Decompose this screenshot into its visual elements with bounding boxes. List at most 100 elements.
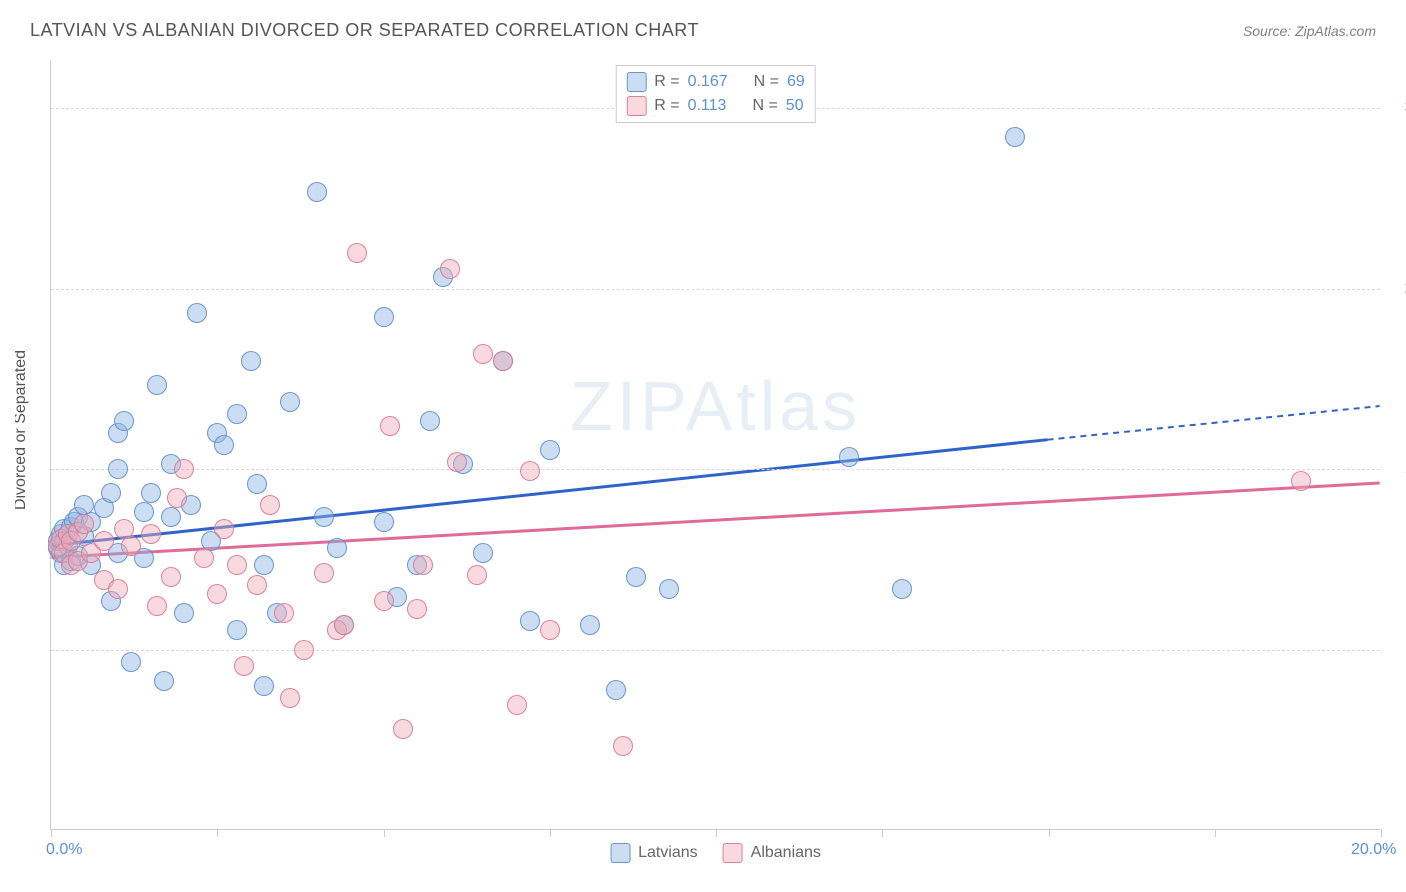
data-point: [626, 567, 646, 587]
data-point: [247, 474, 267, 494]
data-point: [580, 615, 600, 635]
svg-text:Divorced or Separated: Divorced or Separated: [15, 350, 29, 510]
data-point: [280, 688, 300, 708]
data-point: [187, 303, 207, 323]
data-point: [1291, 471, 1311, 491]
scatter-plot: ZIPAtlas R = 0.167 N = 69 R = 0.113 N = …: [50, 60, 1380, 830]
data-point: [147, 375, 167, 395]
data-point: [334, 615, 354, 635]
data-point: [294, 640, 314, 660]
data-point: [94, 531, 114, 551]
data-point: [540, 620, 560, 640]
x-tick-mark: [51, 829, 52, 837]
data-point: [407, 599, 427, 619]
data-point: [374, 512, 394, 532]
gridline: [51, 469, 1380, 470]
data-point: [108, 579, 128, 599]
x-tick-mark: [384, 829, 385, 837]
chart-title: LATVIAN VS ALBANIAN DIVORCED OR SEPARATE…: [30, 20, 699, 41]
data-point: [214, 435, 234, 455]
trend-lines: [51, 60, 1380, 829]
data-point: [134, 502, 154, 522]
data-point: [260, 495, 280, 515]
data-point: [659, 579, 679, 599]
r-label: R =: [654, 73, 679, 91]
data-point: [380, 416, 400, 436]
data-point: [174, 603, 194, 623]
y-axis-label: Divorced or Separated: [15, 300, 35, 560]
x-tick-mark: [716, 829, 717, 837]
r-label: R =: [654, 97, 679, 115]
data-point: [167, 488, 187, 508]
x-tick-mark: [1381, 829, 1382, 837]
data-point: [114, 411, 134, 431]
data-point: [420, 411, 440, 431]
data-point: [274, 603, 294, 623]
data-point: [141, 483, 161, 503]
data-point: [147, 596, 167, 616]
latvians-swatch-icon: [610, 843, 630, 863]
data-point: [141, 524, 161, 544]
legend-item-latvians: Latvians: [610, 843, 698, 863]
data-point: [520, 611, 540, 631]
legend-label: Albanians: [751, 844, 821, 862]
data-point: [493, 351, 513, 371]
data-point: [74, 514, 94, 534]
data-point: [413, 555, 433, 575]
data-point: [234, 656, 254, 676]
legend-row-latvians: R = 0.167 N = 69: [626, 70, 805, 94]
data-point: [307, 182, 327, 202]
data-point: [327, 538, 347, 558]
data-point: [121, 536, 141, 556]
x-tick-label: 0.0%: [46, 841, 82, 859]
data-point: [214, 519, 234, 539]
x-tick-mark: [1215, 829, 1216, 837]
data-point: [473, 543, 493, 563]
legend-label: Latvians: [638, 844, 698, 862]
gridline: [51, 650, 1380, 651]
data-point: [892, 579, 912, 599]
data-point: [161, 507, 181, 527]
data-point: [613, 736, 633, 756]
data-point: [194, 548, 214, 568]
data-point: [101, 483, 121, 503]
data-point: [314, 563, 334, 583]
data-point: [314, 507, 334, 527]
data-point: [254, 676, 274, 696]
n-value-albanians: 50: [786, 97, 804, 115]
r-value-latvians: 0.167: [688, 73, 728, 91]
data-point: [207, 584, 227, 604]
data-point: [121, 652, 141, 672]
data-point: [447, 452, 467, 472]
x-tick-label: 20.0%: [1351, 841, 1396, 859]
x-tick-mark: [882, 829, 883, 837]
correlation-legend: R = 0.167 N = 69 R = 0.113 N = 50: [615, 65, 816, 123]
data-point: [520, 461, 540, 481]
albanians-swatch-icon: [626, 96, 646, 116]
albanians-swatch-icon: [723, 843, 743, 863]
n-value-latvians: 69: [787, 73, 805, 91]
watermark: ZIPAtlas: [570, 366, 861, 446]
x-tick-mark: [217, 829, 218, 837]
n-label: N =: [754, 73, 779, 91]
latvians-swatch-icon: [626, 72, 646, 92]
data-point: [467, 565, 487, 585]
source-label: Source: ZipAtlas.com: [1243, 23, 1376, 39]
data-point: [374, 307, 394, 327]
gridline: [51, 289, 1380, 290]
data-point: [839, 447, 859, 467]
data-point: [227, 620, 247, 640]
data-point: [347, 243, 367, 263]
data-point: [247, 575, 267, 595]
data-point: [1005, 127, 1025, 147]
data-point: [241, 351, 261, 371]
data-point: [154, 671, 174, 691]
data-point: [254, 555, 274, 575]
legend-item-albanians: Albanians: [723, 843, 821, 863]
data-point: [507, 695, 527, 715]
data-point: [174, 459, 194, 479]
data-point: [606, 680, 626, 700]
data-point: [374, 591, 394, 611]
x-tick-mark: [1049, 829, 1050, 837]
data-point: [227, 404, 247, 424]
